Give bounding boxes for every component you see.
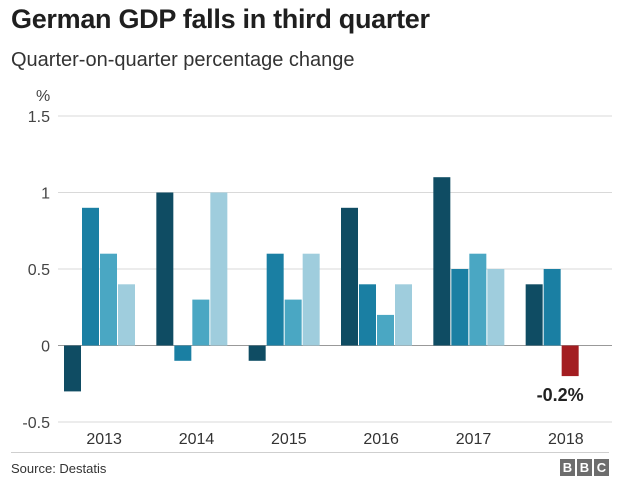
y-axis-unit-label: % xyxy=(36,88,50,105)
x-tick-label: 2013 xyxy=(86,431,122,448)
bar-2015-1 xyxy=(248,345,266,361)
bar-2015-3 xyxy=(284,299,302,346)
y-tick-label: -0.5 xyxy=(22,415,50,432)
x-tick-label: 2017 xyxy=(456,431,492,448)
bar-2013-1 xyxy=(64,345,81,392)
bbc-logo-block: C xyxy=(594,459,609,476)
bar-2016-1 xyxy=(341,207,358,346)
x-tick-label: 2015 xyxy=(271,431,307,448)
x-tick-label: 2018 xyxy=(548,431,584,448)
bar-2017-2 xyxy=(451,269,469,346)
bar-2017-1 xyxy=(433,177,451,346)
bar-2017-4 xyxy=(487,269,505,346)
y-tick-label: 0 xyxy=(41,339,50,356)
y-tick-label: 0.5 xyxy=(28,262,50,279)
bbc-logo-block: B xyxy=(560,459,575,476)
bar-chart: % 1.5 1 0.5 0 -0.5 2013 2014 2015 2016 2017 2018 -0.… xyxy=(22,88,612,448)
axis-labels: % 1.5 1 0.5 0 -0.5 2013 2014 2015 2016 2017 2018 -0.… xyxy=(22,88,583,448)
bar-2018-2 xyxy=(543,269,561,346)
footer-divider xyxy=(11,452,609,453)
bar-2015-4 xyxy=(302,253,320,346)
bars xyxy=(64,177,579,392)
data-label-highlight: -0.2% xyxy=(537,385,584,405)
bar-2016-2 xyxy=(359,284,376,346)
bar-2018-3 xyxy=(561,345,579,377)
bar-2013-3 xyxy=(100,253,117,346)
bar-2017-3 xyxy=(469,253,487,346)
bar-2015-2 xyxy=(266,253,284,346)
bar-2018-1 xyxy=(525,284,543,346)
bar-2014-2 xyxy=(174,345,192,361)
bar-2016-4 xyxy=(395,284,412,346)
y-tick-label: 1 xyxy=(41,186,50,203)
bar-2016-3 xyxy=(377,314,394,346)
bar-2013-4 xyxy=(118,284,135,346)
bbc-logo: B B C xyxy=(560,459,609,476)
bar-2014-3 xyxy=(192,299,210,346)
source-note: Source: Destatis xyxy=(11,461,107,476)
chart-title: German GDP falls in third quarter xyxy=(11,4,430,34)
x-tick-label: 2016 xyxy=(363,431,399,448)
bar-2014-1 xyxy=(156,192,174,346)
x-tick-label: 2014 xyxy=(179,431,215,448)
gridlines xyxy=(58,115,612,423)
y-tick-label: 1.5 xyxy=(28,109,50,126)
bar-2014-4 xyxy=(210,192,228,346)
bbc-logo-block: B xyxy=(577,459,592,476)
bar-2013-2 xyxy=(82,207,99,346)
chart-subtitle: Quarter-on-quarter percentage change xyxy=(11,49,355,71)
